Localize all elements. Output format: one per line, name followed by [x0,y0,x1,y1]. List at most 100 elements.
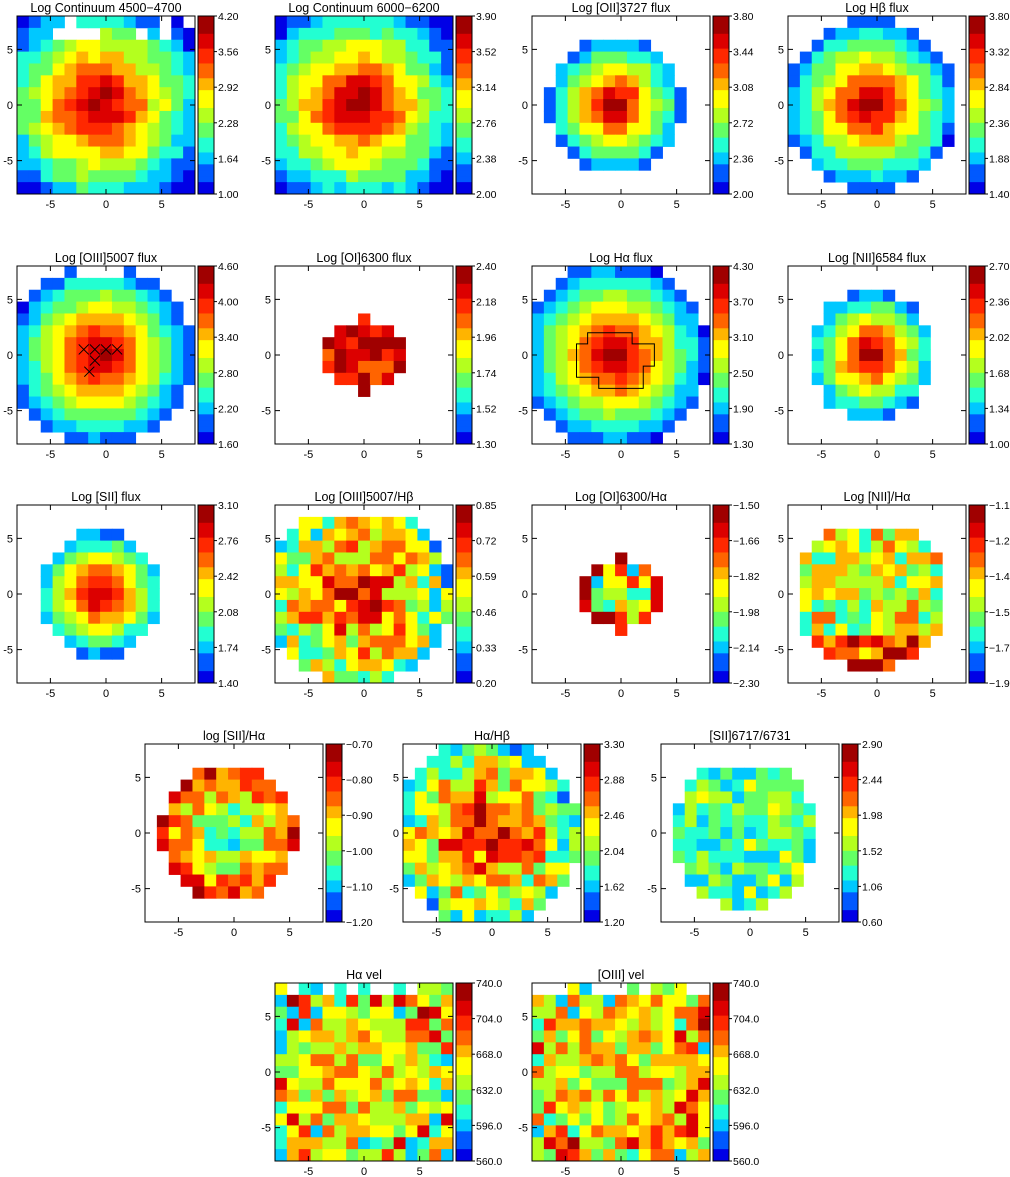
heatmap-cell [871,384,884,397]
heatmap-cell [918,110,931,124]
heatmap-cell [450,838,463,852]
heatmap-cell [111,647,125,660]
colorbar-band [198,680,214,684]
heatmap-cell [275,552,288,565]
heatmap-cell [871,564,884,577]
colorbar-band [713,266,729,270]
heatmap-cell [76,170,89,183]
heatmap-cell [823,647,836,660]
heatmap-cell [686,396,699,409]
heatmap-cell [823,146,836,159]
heatmap-cell [346,1113,359,1126]
heatmap-cell [823,99,836,112]
heatmap-cell [441,170,454,183]
heatmap-cell [823,39,836,52]
heatmap-cell [381,623,395,636]
colorbar-band [713,119,729,124]
heatmap-cell [52,146,65,159]
colorbar-band [969,21,985,26]
colorbar-band [198,614,214,619]
colorbar-frame [325,743,343,923]
heatmap-cell [298,552,311,565]
colorbar-band [969,173,985,177]
colorbar-band [969,543,985,547]
heatmap-cell [567,110,580,124]
heatmap-cell [286,1042,300,1055]
heatmap-cell [603,1042,616,1055]
heatmap-cell [52,122,65,136]
heatmap-cell [156,838,170,852]
colorbar-band [584,744,600,748]
heatmap-cell [543,87,557,100]
heatmap-cell [298,588,311,601]
heatmap-cell [732,791,745,804]
heatmap-cell [918,63,931,76]
heatmap-cell [521,755,534,769]
heatmap-cell [417,552,430,565]
colorbar-band [713,417,729,421]
colorbar-band [198,167,214,171]
heatmap-cell [76,289,89,302]
colorbar-band [969,505,985,509]
colorbar-band [842,827,858,831]
colorbar-band [198,570,214,574]
heatmap-cell [358,599,371,613]
heatmap-cell [930,552,943,565]
heatmap-cell [579,1077,592,1091]
heatmap-cell [310,1113,323,1126]
heatmap-cell [918,588,931,601]
heatmap-cell [123,325,137,338]
colorbar-band [713,668,729,672]
heatmap-cell [438,898,451,911]
heatmap-cell [417,170,430,183]
heatmap-cell [859,659,872,672]
heatmap-cell [930,588,943,601]
heatmap-cell [567,134,580,147]
heatmap-cell [543,1030,557,1043]
colorbar-band [456,149,472,153]
heatmap-cell [823,372,836,386]
heatmap-cell [906,325,919,338]
heatmap-cell [441,1018,454,1031]
heatmap-cell [298,994,311,1008]
colorbar-label: 2.76 [218,536,239,548]
heatmap-cell [64,611,77,625]
heatmap-cell [545,838,558,852]
heatmap-cell [650,1089,663,1103]
heatmap-cell [942,63,955,76]
heatmap-cell [346,623,359,636]
heatmap-cell [286,588,300,601]
colorbar-band [969,626,985,630]
colorbar-band [969,319,985,323]
heatmap-cell [405,1030,418,1043]
heatmap-cell [847,337,860,350]
heatmap-cell [40,325,53,338]
colorbar-band [969,623,985,628]
colorbar-band [456,1107,472,1111]
heatmap-cell [755,850,769,864]
colorbar-band [969,561,985,565]
colorbar-band [456,540,472,544]
x-tick-label: -5 [303,688,313,700]
colorbar-band [584,815,600,819]
heatmap-cell [579,1054,592,1067]
colorbar-band [713,680,729,684]
colorbar-frame [455,504,473,684]
colorbar-label: 0.59 [476,571,497,583]
colorbar-band [713,1077,729,1082]
heatmap-cell [579,51,592,64]
heatmap-cell [381,1113,395,1126]
colorbar-band [456,1000,472,1005]
heatmap-cell [638,611,652,625]
heatmap-cell [799,564,813,577]
colorbar-band [456,591,472,595]
heatmap-cell [228,803,241,816]
x-tick-label: 5 [417,1166,423,1177]
colorbar-band [713,1018,729,1022]
heatmap-cell [159,182,172,195]
heatmap-cell [369,27,383,41]
heatmap-cell [532,337,545,350]
colorbar-band [713,620,729,625]
heatmap-cell [567,1089,580,1103]
colorbar-band [456,93,472,97]
